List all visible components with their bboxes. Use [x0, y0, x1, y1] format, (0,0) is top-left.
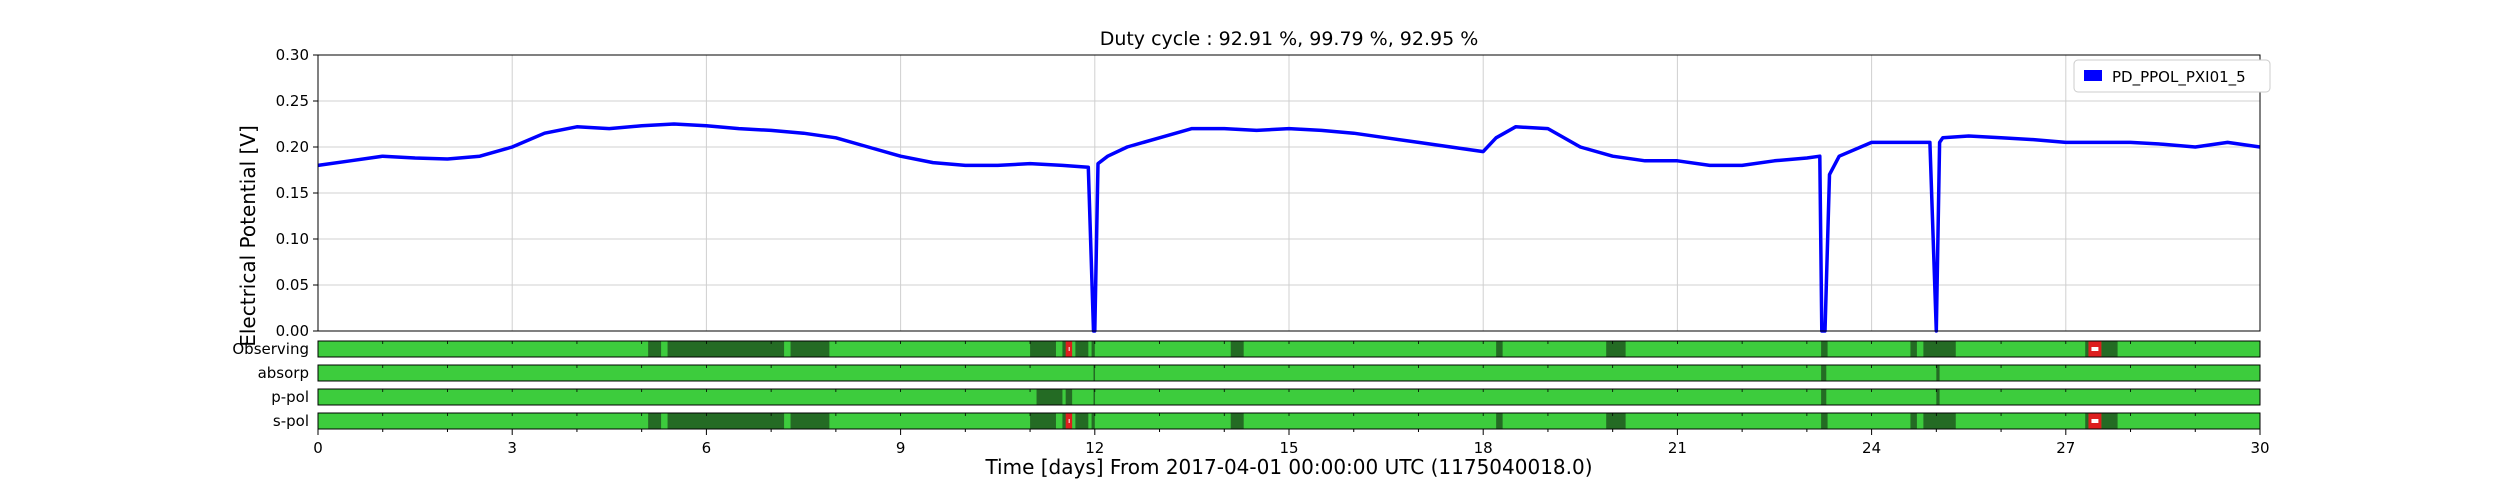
- x-tick-label-6: 18: [1474, 439, 1493, 457]
- x-tick-label-0: 0: [313, 439, 323, 457]
- segment-error-mark-3-0: [1068, 419, 1070, 423]
- segment-inactive-0-6: [1091, 341, 1095, 357]
- x-ticks: 0 3 6 9 12 15 18 21 24 27 30: [313, 429, 2270, 457]
- segment-inactive-2-0: [1036, 389, 1063, 405]
- segment-inactive-3-2: [790, 413, 830, 429]
- segment-inactive-1-1: [1821, 365, 1827, 381]
- grid-layer: [317, 54, 2261, 332]
- y-ticks: 0.00 0.05 0.10 0.15 0.20 0.25 0.30: [276, 46, 318, 340]
- segment-row-0: Observing: [232, 340, 2261, 358]
- segment-inactive-0-9: [1606, 341, 1626, 357]
- segment-inactive-3-5: [1075, 413, 1089, 429]
- segment-inactive-3-10: [1821, 413, 1828, 429]
- segment-inactive-0-5: [1075, 341, 1089, 357]
- segment-inactive-2-2: [1093, 389, 1096, 405]
- x-tick-label-1: 3: [507, 439, 517, 457]
- segment-inactive-0-10: [1821, 341, 1828, 357]
- y-tick-label-2: 0.10: [276, 230, 309, 248]
- segment-inactive-3-7: [1230, 413, 1244, 429]
- y-tick-label-1: 0.05: [276, 276, 309, 294]
- segment-active-bar-2: [318, 389, 2260, 405]
- segment-inactive-0-11: [1910, 341, 1917, 357]
- segment-row-1: absorp: [258, 364, 2261, 382]
- segment-inactive-2-4: [1936, 389, 1940, 405]
- x-tick-label-7: 21: [1668, 439, 1687, 457]
- segment-error-mark-3-1: [2091, 419, 2099, 423]
- segment-inactive-3-8: [1496, 413, 1503, 429]
- segment-inactive-0-13: [2085, 341, 2089, 357]
- legend: PD_PPOL_PXI01_5: [2073, 59, 2271, 93]
- y-tick-label-0: 0.00: [276, 322, 309, 340]
- segment-row-label-2: p-pol: [271, 388, 309, 406]
- x-tick-label-10: 30: [2250, 439, 2269, 457]
- segment-inactive-0-1: [667, 341, 785, 357]
- segment-inactive-0-2: [790, 341, 830, 357]
- segment-row-label-1: absorp: [258, 364, 309, 382]
- segment-inactive-3-3: [1030, 413, 1056, 429]
- segment-inactive-0-0: [648, 341, 662, 357]
- chart-title: Duty cycle : 92.91 %, 99.79 %, 92.95 %: [1100, 28, 1479, 50]
- segment-row-frame-0: [317, 340, 2261, 358]
- segment-inactive-2-3: [1821, 389, 1827, 405]
- segment-inactive-0-7: [1230, 341, 1244, 357]
- segment-inactive-3-9: [1606, 413, 1626, 429]
- segment-inactive-3-0: [648, 413, 662, 429]
- segment-row-3: s-pol: [273, 412, 2261, 430]
- x-tick-label-9: 27: [2056, 439, 2075, 457]
- segment-inactive-3-13: [2085, 413, 2089, 429]
- x-axis-label: Time [days] From 2017-04-01 00:00:00 UTC…: [984, 455, 1592, 479]
- segment-row-label-0: Observing: [232, 340, 309, 358]
- segment-inactive-3-11: [1910, 413, 1917, 429]
- x-tick-label-3: 9: [896, 439, 906, 457]
- legend-swatch: [2084, 70, 2102, 81]
- segment-inactive-0-8: [1496, 341, 1503, 357]
- segment-row-frame-2: [317, 388, 2261, 406]
- segment-error-mark-0-1: [2091, 347, 2099, 351]
- legend-entry: PD_PPOL_PXI01_5: [2112, 68, 2246, 87]
- segment-inactive-3-1: [667, 413, 785, 429]
- segment-inactive-3-12: [1923, 413, 1956, 429]
- segment-row-label-3: s-pol: [273, 412, 309, 430]
- segment-inactive-0-12: [1923, 341, 1956, 357]
- y-tick-label-6: 0.30: [276, 46, 309, 64]
- segment-error-mark-0-0: [1068, 347, 1070, 351]
- segment-row-frame-1: [317, 364, 2261, 382]
- x-tick-label-5: 15: [1279, 439, 1298, 457]
- x-tick-label-8: 24: [1862, 439, 1881, 457]
- segment-inactive-0-14: [2101, 341, 2118, 357]
- legend-box: [2073, 59, 2271, 93]
- segment-active-bar-1: [318, 365, 2260, 381]
- segment-inactive-2-1: [1065, 389, 1073, 405]
- segment-inactive-3-14: [2101, 413, 2118, 429]
- y-tick-label-3: 0.15: [276, 184, 309, 202]
- x-tick-label-2: 6: [702, 439, 712, 457]
- segment-row-2: p-pol: [271, 388, 2261, 406]
- segment-inactive-3-6: [1091, 413, 1095, 429]
- y-tick-label-4: 0.20: [276, 138, 309, 156]
- segment-inactive-0-3: [1030, 341, 1056, 357]
- segment-rows: Observing absorp p-pol s-pol: [232, 340, 2261, 430]
- y-axis-label: Electrical Potential [V]: [236, 125, 260, 347]
- x-tick-label-4: 12: [1085, 439, 1104, 457]
- segment-inactive-1-2: [1936, 365, 1940, 381]
- segment-inactive-1-0: [1093, 365, 1096, 381]
- y-tick-label-5: 0.25: [276, 92, 309, 110]
